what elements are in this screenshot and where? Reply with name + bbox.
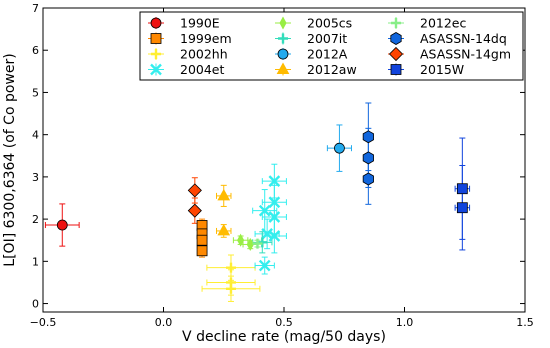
legend-label-1999em: 1999em (180, 31, 232, 46)
legend-marker-2007it (278, 33, 288, 44)
data-point-2004et (268, 175, 281, 187)
legend-marker-asassn-14gm (388, 46, 404, 62)
x-tick-label: 1.5 (516, 316, 534, 329)
legend-entry-2004et: 2004et (148, 62, 225, 77)
data-point-2005cs (246, 237, 254, 251)
data-point-asassn-14dq (362, 151, 374, 165)
data-point-2002hh (225, 262, 236, 273)
data-point-2012aw (217, 188, 231, 201)
data-point-2012aw (217, 223, 231, 236)
legend-entry-2005cs: 2005cs (275, 16, 352, 31)
legend-label-asassn-14gm: ASASSN-14gm (420, 47, 511, 62)
y-tick-label: 5 (32, 86, 39, 99)
y-tick-label: 2 (32, 213, 39, 226)
legend-entry-2012ec: 2012ec (388, 16, 467, 31)
x-tick-label: 0.0 (155, 316, 173, 329)
data-point-2012ec (252, 238, 263, 249)
legend-marker-2005cs (279, 16, 287, 30)
y-tick-label: 7 (32, 2, 39, 15)
data-point-2012a (334, 142, 345, 154)
legend-label-asassn-14dq: ASASSN-14dq (420, 31, 507, 46)
legend-entry-1999em: 1999em (148, 31, 232, 46)
legend-marker-2012ec (391, 18, 401, 28)
legend-marker-1990e (150, 17, 162, 29)
data-point-2005cs (237, 233, 245, 247)
data-point-1999em (196, 245, 208, 257)
y-tick-label: 3 (32, 171, 39, 184)
y-tick-label: 6 (32, 44, 39, 57)
legend-entry-asassn-14dq: ASASSN-14dq (388, 31, 507, 46)
data-point-2004et (268, 230, 281, 242)
y-axis-label: L[OI] 6300,6364 (of Co power) (2, 53, 18, 266)
y-tick-label: 1 (32, 255, 39, 268)
legend-label-1990e: 1990E (180, 16, 220, 31)
data-point-2004et (258, 204, 271, 217)
data-point-asassn-14gm (187, 183, 202, 198)
legend-label-2002hh: 2002hh (180, 47, 228, 62)
legend-entry-2012a: 2012A (275, 47, 348, 62)
x-tick-label: −0.5 (30, 316, 57, 329)
legend-label-2015w: 2015W (420, 62, 464, 77)
data-point-1990e (56, 219, 68, 231)
data-point-asassn-14gm (187, 203, 202, 218)
x-axis-label: V decline rate (mag/50 days) (182, 329, 386, 345)
data-point-asassn-14dq (362, 172, 374, 186)
legend-entry-2015w: 2015W (388, 62, 464, 77)
legend-entry-1990e: 1990E (148, 16, 220, 31)
data-point-2004et (258, 259, 271, 272)
data-point-1999em (196, 234, 208, 246)
data-point-2004et (268, 211, 281, 223)
data-point-2007it (257, 237, 268, 248)
legend-label-2007it: 2007it (307, 31, 347, 46)
data-point-2015w (456, 202, 468, 214)
error-bars (44, 102, 471, 302)
legend-marker-2002hh (151, 49, 161, 59)
legend-marker-asassn-14dq (390, 32, 402, 45)
legend-marker-2015w (390, 64, 402, 75)
y-tick-label: 0 (32, 298, 39, 311)
legend-entry-2002hh: 2002hh (148, 47, 228, 62)
legend-marker-1999em (150, 33, 162, 44)
legend-label-2005cs: 2005cs (307, 16, 352, 31)
x-tick-label: 0.5 (275, 316, 293, 329)
legend-entry-asassn-14gm: ASASSN-14gm (388, 47, 511, 62)
x-tick-label: 1.0 (396, 316, 414, 329)
legend-label-2004et: 2004et (180, 62, 225, 77)
legend-label-2012ec: 2012ec (420, 16, 467, 31)
legend-box (139, 11, 524, 81)
legend-label-2012aw: 2012aw (307, 62, 357, 77)
data-markers (56, 130, 468, 294)
data-point-2004et (268, 196, 281, 209)
legend-entry-2007it: 2007it (275, 31, 347, 46)
data-point-2015w (456, 183, 468, 195)
data-point-asassn-14dq (362, 130, 374, 144)
legend-entry-2012aw: 2012aw (275, 62, 357, 77)
legend-marker-2012aw (276, 62, 290, 74)
legend-label-2012a: 2012A (307, 47, 348, 62)
legend-marker-2012a (277, 48, 289, 60)
data-point-2002hh (225, 283, 236, 294)
legend-marker-2004et (150, 63, 162, 76)
y-tick-label: 4 (32, 129, 39, 142)
axis-ticks: −0.5 0.0 0.5 1.0 1.5 0 1 2 3 4 5 6 7 (30, 2, 534, 329)
